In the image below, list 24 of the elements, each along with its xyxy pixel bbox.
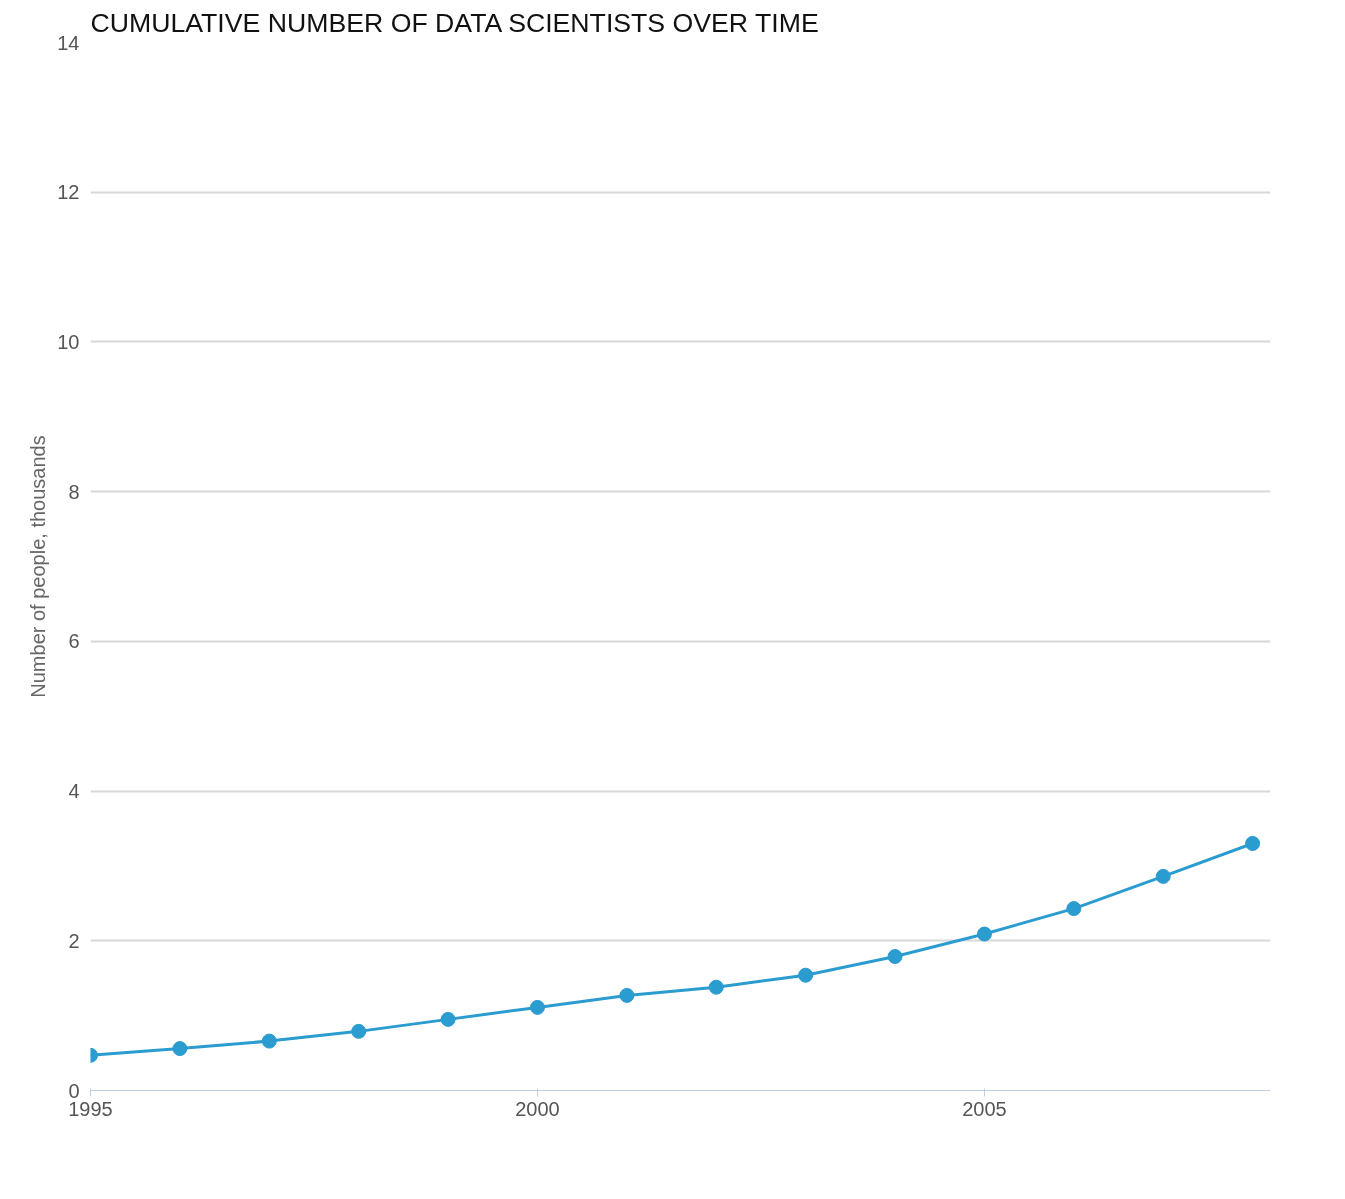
- y-axis-title: Number of people, thousands: [27, 435, 50, 698]
- point: [529, 999, 545, 1015]
- chart-title: CUMULATIVE NUMBER OF DATA SCIENTISTS OVER TIME: [90, 7, 819, 38]
- point: [887, 949, 903, 964]
- y-tick-label: 8: [68, 480, 80, 503]
- point: [708, 979, 724, 995]
- x-tick-label: 2000: [515, 1097, 560, 1120]
- y-tick-label: 6: [68, 630, 80, 653]
- point: [351, 1023, 367, 1039]
- point: [261, 1033, 277, 1049]
- point: [619, 987, 635, 1003]
- point: [1066, 901, 1082, 917]
- y-tick-label: 10: [57, 330, 80, 353]
- y-tick-label: 14: [57, 31, 80, 54]
- point: [172, 1041, 188, 1057]
- point: [440, 1011, 456, 1027]
- point: [1245, 835, 1261, 851]
- point: [1155, 868, 1171, 884]
- point: [798, 967, 814, 983]
- point: [976, 926, 992, 942]
- y-tick-label: 4: [68, 780, 80, 803]
- x-tick-label: 2005: [962, 1097, 1007, 1120]
- y-tick-label: 2: [68, 929, 80, 952]
- y-tick-label: 12: [57, 181, 80, 204]
